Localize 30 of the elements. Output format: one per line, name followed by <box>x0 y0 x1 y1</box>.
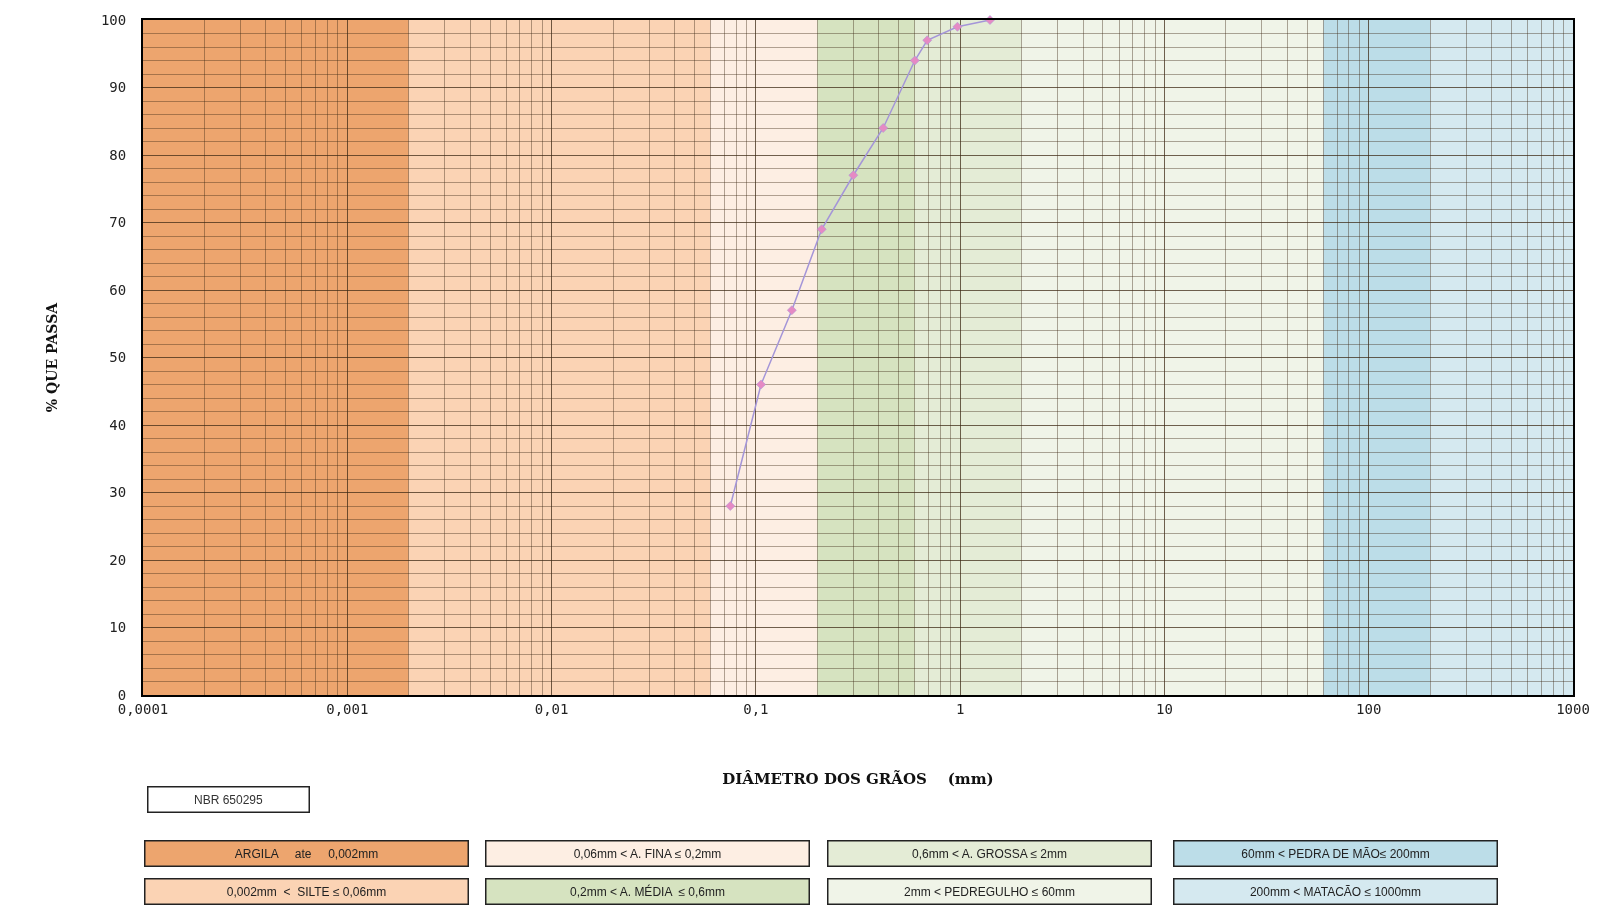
y-tick-label: 10 <box>109 619 127 636</box>
y-tick-label: 90 <box>109 79 127 96</box>
x-tick-label: 100 <box>1356 700 1382 717</box>
y-tick-label: 70 <box>109 214 127 231</box>
y-tick-label: 80 <box>109 146 127 163</box>
y-tick-label: 50 <box>109 349 127 366</box>
text: ARGILA ate 0,002mm <box>234 846 379 861</box>
y-tick-label: 40 <box>109 416 127 433</box>
y-axis-title: % QUE PASSA <box>44 301 60 413</box>
text: 0,06mm < A. FINA ≤ 0,2mm <box>573 846 722 861</box>
x-tick-label: 0,01 <box>534 700 569 717</box>
x-tick-label: 1000 <box>1556 700 1590 717</box>
y-tick-label: 100 <box>100 11 127 28</box>
y-tick-label: 0 <box>117 686 127 703</box>
y-tick-label: 60 <box>109 281 127 298</box>
text: 0,2mm < A. MÉDIA ≤ 0,6mm <box>570 884 725 899</box>
y-tick-label: 30 <box>109 484 127 501</box>
text: NBR 650295 <box>193 792 264 807</box>
x-tick-label: 0,0001 <box>117 700 169 717</box>
y-tick-label: 20 <box>109 551 127 568</box>
x-axis-title: DIÂMETRO DOS GRÃOS (mm) <box>722 769 994 789</box>
x-tick-label: 10 <box>1156 700 1173 717</box>
text: 0,002mm < SILTE ≤ 0,06mm <box>226 884 387 899</box>
text: 60mm < PEDRA DE MÃO≤ 200mm <box>1241 846 1430 861</box>
text: 200mm < MATACÃO ≤ 1000mm <box>1249 884 1422 899</box>
x-tick-label: 0,001 <box>326 700 369 717</box>
x-tick-label: 0,1 <box>743 700 769 717</box>
text: 0,6mm < A. GROSSA ≤ 2mm <box>912 846 1067 861</box>
x-tick-label: 1 <box>955 700 965 717</box>
text: 2mm < PEDREGULHO ≤ 60mm <box>904 884 1075 899</box>
